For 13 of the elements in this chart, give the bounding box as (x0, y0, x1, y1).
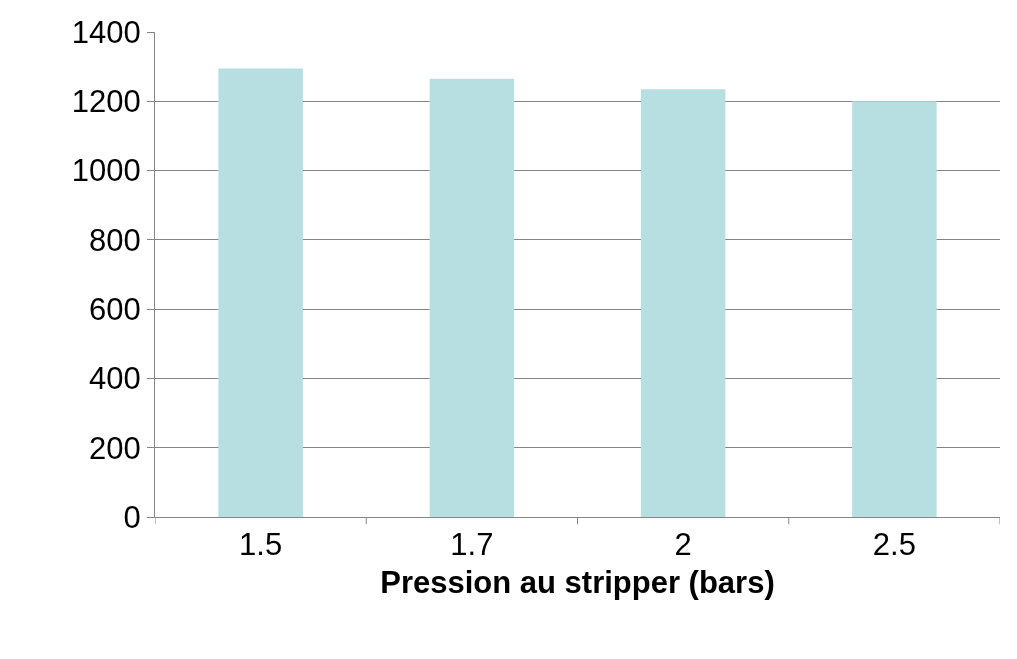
y-tick-label: 1400 (71, 14, 141, 50)
x-tick-label: 2 (674, 527, 692, 563)
x-tick-label: 1.5 (239, 527, 283, 563)
x-tick-label: 1.7 (450, 527, 494, 563)
y-tick-label: 1200 (71, 84, 141, 120)
y-tick-label: 600 (89, 291, 141, 327)
y-tick-label: 1000 (71, 153, 141, 189)
y-tick-label: 0 (123, 499, 141, 535)
x-axis-title: Pression au stripper (bars) (380, 565, 775, 601)
y-tick-label: 800 (89, 222, 141, 258)
y-tick-label: 400 (89, 361, 141, 397)
y-tick-label: 200 (89, 430, 141, 466)
x-tick-label: 2.5 (872, 527, 916, 563)
